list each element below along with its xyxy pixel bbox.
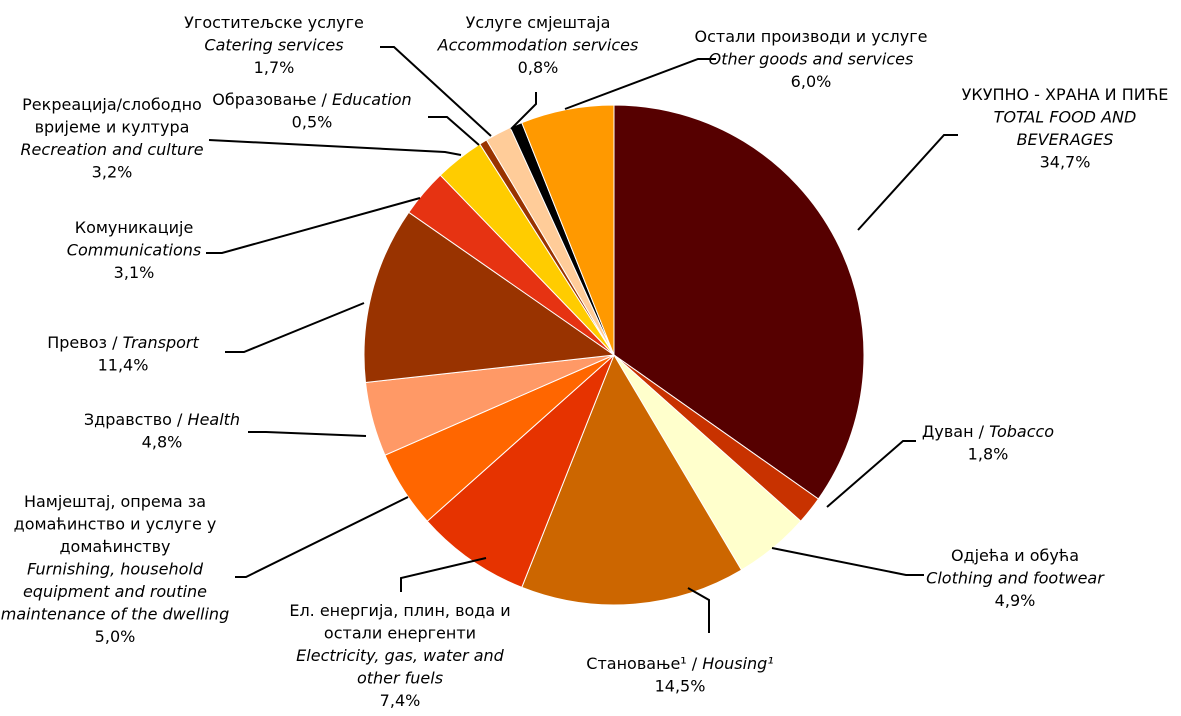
slice-label-line: other fuels <box>357 669 443 688</box>
leader-line-electricity <box>400 557 487 592</box>
slice-label-electricity: Ел. енергија, плин, вода и остали енерген… <box>289 601 510 710</box>
slice-label-line: TOTAL FOOD AND <box>994 108 1137 127</box>
slice-label-accommodation: Услуге смјештаја Accommodation services 0,… <box>437 13 639 77</box>
slice-value-tobacco: 1,8% <box>968 445 1009 464</box>
slice-label-health: Здравство / Health 4,8% <box>84 410 240 452</box>
pie-slice-transport <box>363 211 616 384</box>
slice-label-line: Услуге смјештаја <box>466 13 611 32</box>
slice-value-communications: 3,1% <box>114 263 155 282</box>
slice-value-catering: 1,7% <box>254 58 295 77</box>
slice-label-line: Clothing and footwear <box>926 569 1105 588</box>
slice-label-catering: Угоститељске услуге Catering services 1,7% <box>184 13 364 77</box>
slice-label-line: домаћинству <box>59 537 170 556</box>
leader-line-accommodation <box>510 92 537 130</box>
pie-slice-food <box>613 104 865 500</box>
slice-value-electricity: 7,4% <box>380 691 421 710</box>
slice-value-transport: 11,4% <box>98 356 149 375</box>
slice-label-line: остали енергенти <box>324 624 476 643</box>
slice-label-line: Дуван / Tobacco <box>922 422 1054 441</box>
leader-line-housing <box>687 587 710 633</box>
pie-slice-electricity <box>426 354 615 589</box>
slice-label-education: Образовање / Education 0,5% <box>212 90 411 132</box>
slice-label-line: Образовање / Education <box>212 90 411 109</box>
slice-value-health: 4,8% <box>142 433 183 452</box>
slice-label-line: Угоститељске услуге <box>184 13 364 32</box>
slice-label-line: Становање¹ / Housing¹ <box>586 654 773 673</box>
slice-value-education: 0,5% <box>292 113 333 132</box>
slice-label-line: Communications <box>67 241 201 260</box>
slice-label-line: Accommodation services <box>437 36 639 55</box>
leader-line-other <box>564 58 716 110</box>
leader-line-communications <box>206 197 421 254</box>
leader-line-clothing <box>771 547 924 576</box>
slice-label-line: Остали производи и услуге <box>695 27 928 46</box>
slice-label-other: Остали производи и услуге Other goods and… <box>695 27 928 91</box>
slice-label-line: Одјећа и обућа <box>951 546 1079 565</box>
slice-label-line: вријеме и култура <box>35 118 190 137</box>
pie-slice-other <box>521 104 615 356</box>
slice-label-line: Рекреација/слободно <box>22 95 202 114</box>
slice-label-housing: Становање¹ / Housing¹ 14,5% <box>586 654 773 696</box>
slice-label-line: Catering services <box>204 36 343 55</box>
slice-value-recreation: 3,2% <box>92 163 133 182</box>
pie-slice-housing <box>521 353 743 606</box>
pie-slices <box>363 104 865 606</box>
leader-line-furnishing <box>235 496 409 578</box>
slice-value-furnishing: 5,0% <box>95 627 136 646</box>
slice-value-accommodation: 0,8% <box>518 58 559 77</box>
slice-value-housing: 14,5% <box>655 677 706 696</box>
slice-label-tobacco: Дуван / Tobacco 1,8% <box>922 422 1054 464</box>
slice-label-line: Комуникације <box>75 218 194 237</box>
slice-label-line: Furnishing, household <box>27 560 204 579</box>
slice-label-clothing: Одјећа и обућа Clothing and footwear 4,9% <box>926 546 1105 610</box>
slice-label-line: Превоз / Transport <box>47 333 199 352</box>
leader-line-food <box>857 134 958 231</box>
slice-label-line: Recreation and culture <box>20 140 203 159</box>
slice-label-line: Ел. енергија, плин, вода и <box>289 601 510 620</box>
slice-label-furnishing: Намјештај, опрема за домаћинство и услуге… <box>1 492 229 646</box>
slice-label-transport: Превоз / Transport 11,4% <box>47 333 199 375</box>
slice-label-communications: Комуникације Communications 3,1% <box>67 218 201 282</box>
leader-line-transport <box>225 302 365 353</box>
slice-label-recreation: Рекреација/слободно вријеме и култура Recr… <box>20 95 203 182</box>
leader-line-tobacco <box>826 440 916 508</box>
leader-line-recreation <box>208 139 462 156</box>
slice-label-line: Намјештај, опрема за <box>24 492 206 511</box>
leader-lines <box>206 46 958 633</box>
leader-line-education <box>428 116 480 146</box>
slice-label-line: Здравство / Health <box>84 410 240 429</box>
slice-label-line: домаћинство и услуге у <box>14 515 217 534</box>
slice-label-line: УКУПНО - ХРАНА И ПИЋЕ <box>962 85 1169 104</box>
slice-label-line: Electricity, gas, water and <box>296 646 504 665</box>
slice-value-food: 34,7% <box>1040 153 1091 172</box>
slice-label-line: maintenance of the dwelling <box>1 605 229 624</box>
slice-label-line: Other goods and services <box>709 50 914 69</box>
slice-value-clothing: 4,9% <box>995 591 1036 610</box>
slice-value-other: 6,0% <box>791 72 832 91</box>
slice-labels: УКУПНО - ХРАНА И ПИЋЕ TOTAL FOOD AND BEVER… <box>1 13 1169 710</box>
slice-label-line: equipment and routine <box>23 582 207 601</box>
leader-line-catering <box>380 46 492 137</box>
slice-label-line: BEVERAGES <box>1017 130 1114 149</box>
leader-line-health <box>248 431 367 437</box>
slice-label-food: УКУПНО - ХРАНА И ПИЋЕ TOTAL FOOD AND BEVER… <box>962 85 1169 172</box>
